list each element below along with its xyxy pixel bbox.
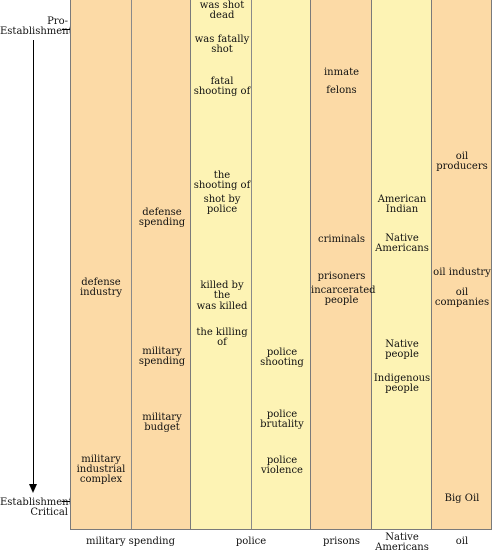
term-indigenous-people: Indigenous people <box>373 373 431 394</box>
axis-bottom-tick <box>62 501 70 502</box>
column-label-native-americans: Native Americans <box>375 532 429 553</box>
term-military-industrial-complex: military industrial complex <box>76 454 126 485</box>
term-inmate: inmate <box>323 67 360 78</box>
column-military-spending <box>70 0 191 530</box>
term-the-killing-of: the killing of <box>196 327 248 348</box>
term-big-oil: Big Oil <box>444 493 480 504</box>
term-the-shooting-of: the shooting of <box>193 170 251 191</box>
subcolumn-divider-military <box>131 0 132 530</box>
term-felons: felons <box>326 85 357 96</box>
term-killed-by-the: killed by the <box>200 280 244 301</box>
axis-arrow-head <box>29 484 37 493</box>
axis-bottom-label-text: Establishment- Critical <box>0 497 77 518</box>
term-criminals: criminals <box>318 234 365 245</box>
term-police-violence: police violence <box>261 455 303 476</box>
term-prisoners: prisoners <box>317 271 366 282</box>
term-military-budget: military budget <box>142 412 182 433</box>
term-oil-industry: oil industry <box>433 267 491 278</box>
term-shot-by-police: shot by police <box>203 194 241 215</box>
term-police-shooting: police shooting <box>260 347 304 368</box>
term-defense-industry: defense industry <box>79 277 123 298</box>
axis-top-tick <box>62 29 70 30</box>
axis-top-label: Pro- Establishment <box>0 16 73 37</box>
term-defense-spending: defense spending <box>138 207 186 228</box>
term-oil-producers: oil producers <box>436 151 488 172</box>
column-label-police: police <box>235 536 267 547</box>
term-military-spending: military spending <box>138 346 186 367</box>
term-was-fatally-shot: was fatally shot <box>194 34 250 55</box>
column-label-prisons: prisons <box>322 536 361 547</box>
column-native-americans <box>372 0 432 530</box>
column-label-military-spending: military spending <box>86 536 175 547</box>
term-was-shot-dead: was shot dead <box>199 0 245 21</box>
axis-top-label-text: Pro- Establishment <box>0 16 73 37</box>
column-prisons <box>311 0 372 530</box>
axis-line <box>33 40 34 484</box>
term-native-people: Native people <box>385 339 419 360</box>
column-oil <box>432 0 492 530</box>
column-label-oil: oil <box>455 536 469 547</box>
term-oil-companies: oil companies <box>434 287 490 308</box>
axis-bottom-label: Establishment- Critical <box>0 497 77 518</box>
term-incarcerated-people: incarcerated people <box>311 285 376 306</box>
subcolumn-divider-police <box>251 0 252 530</box>
term-police-brutality: police brutality <box>260 409 304 430</box>
term-fatal-shooting-of: fatal shooting of <box>193 76 251 97</box>
term-was-killed: was killed <box>196 301 248 312</box>
term-american-indian: American Indian <box>377 194 427 215</box>
term-native-americans: Native Americans <box>375 233 429 254</box>
